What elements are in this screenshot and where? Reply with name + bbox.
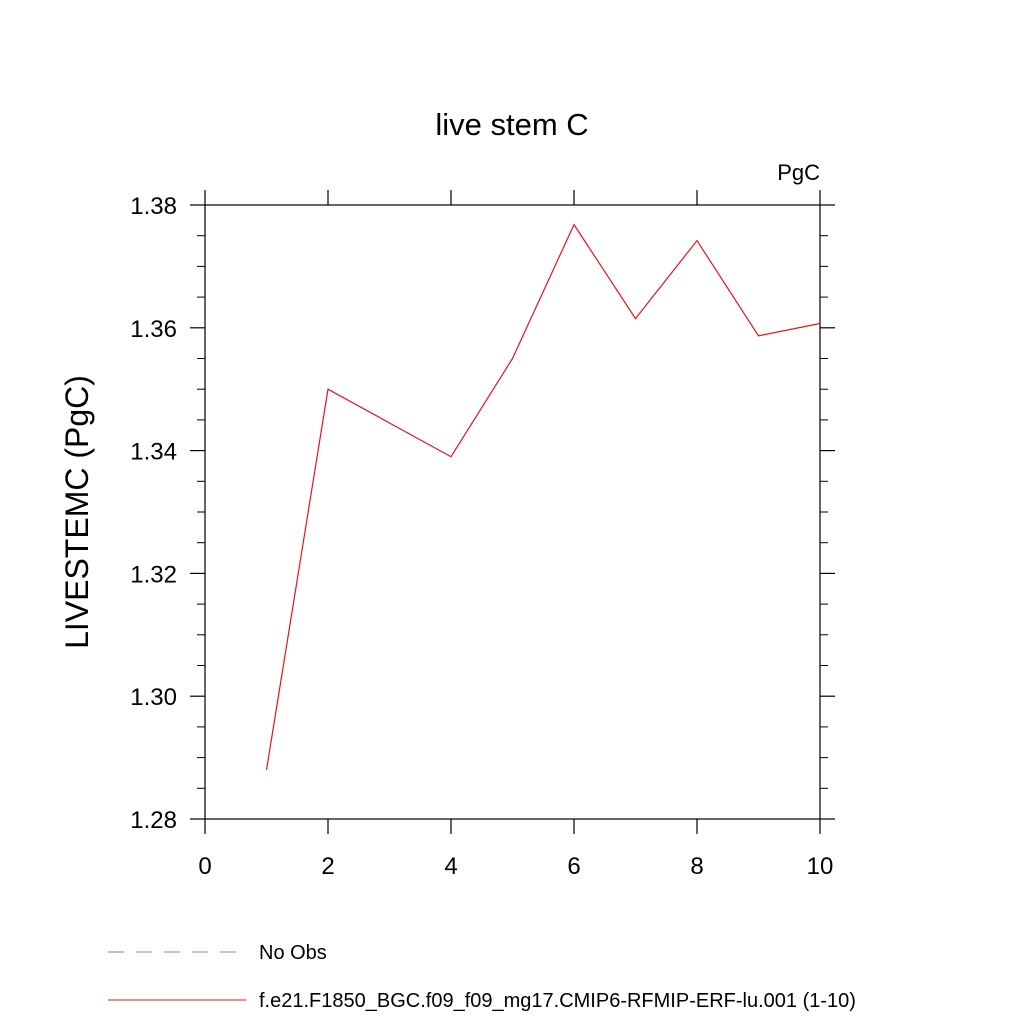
y-tick-label: 1.38 — [130, 193, 177, 220]
x-tick-label: 4 — [444, 853, 457, 880]
axis-tick-labels: 0 2 4 6 8 10 1.28 1.30 1.32 1.34 1.36 1.38 — [130, 193, 833, 880]
chart-title: live stem C — [435, 107, 588, 142]
x-tick-label: 2 — [321, 853, 334, 880]
y-tick-label: 1.36 — [130, 316, 177, 343]
y-tick-label: 1.30 — [130, 684, 177, 711]
y-tick-label: 1.34 — [130, 439, 177, 466]
x-tick-label: 8 — [690, 853, 703, 880]
y-tick-label: 1.28 — [130, 807, 177, 834]
units-label: PgC — [777, 160, 820, 185]
y-axis-label: LIVESTEMC (PgC) — [59, 375, 95, 649]
y-tick-label: 1.32 — [130, 561, 177, 588]
legend-label: f.e21.F1850_BGC.f09_f09_mg17.CMIP6-RFMIP… — [259, 990, 856, 1012]
x-tick-label: 10 — [807, 853, 834, 880]
x-tick-label: 6 — [567, 853, 580, 880]
axis-ticks — [190, 190, 835, 834]
plot-frame — [205, 205, 820, 819]
x-tick-label: 0 — [198, 853, 211, 880]
legend-label: No Obs — [259, 942, 327, 964]
legend: No Obs f.e21.F1850_BGC.f09_f09_mg17.CMIP6… — [108, 942, 856, 1012]
series-layer — [266, 225, 820, 770]
series-line — [267, 225, 821, 770]
